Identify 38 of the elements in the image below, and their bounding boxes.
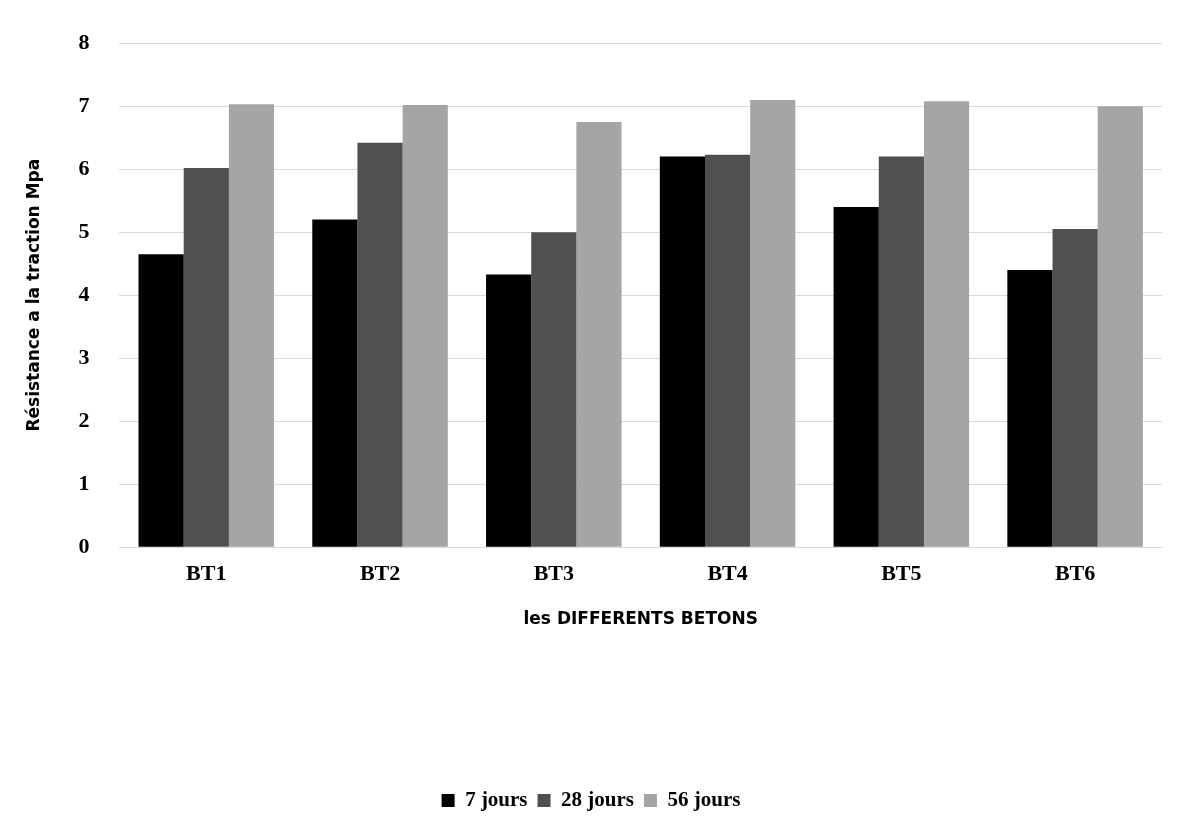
bar	[183, 167, 229, 547]
bar	[312, 219, 358, 547]
legend-label: 56 jours	[667, 786, 741, 811]
y-tick-label: 2	[78, 406, 90, 432]
bar	[833, 207, 879, 547]
y-tick-label: 7	[78, 91, 90, 117]
bar	[1097, 106, 1143, 547]
y-tick-label: 0	[78, 532, 90, 558]
y-tick-label: 1	[78, 469, 90, 495]
legend-label: 28 jours	[561, 786, 634, 811]
legend-label: 7 jours	[465, 786, 528, 811]
y-tick-label: 6	[78, 154, 90, 180]
y-axis-title: Résistance a la traction Mpa	[22, 158, 43, 432]
bar	[1052, 229, 1098, 547]
x-tick-label: BT1	[186, 560, 227, 586]
bar	[531, 232, 577, 547]
x-tick-label: BT6	[1054, 560, 1096, 586]
x-tick-label: BT5	[881, 560, 922, 586]
bar	[357, 142, 403, 547]
x-axis-title: les DIFFERENTS BETONS	[523, 608, 758, 629]
bar	[228, 104, 275, 547]
bar	[486, 274, 532, 547]
bar	[659, 156, 705, 547]
bar	[138, 254, 184, 547]
x-tick-label: BT3	[533, 560, 574, 586]
y-tick-label: 3	[78, 343, 90, 369]
x-tick-label: BT2	[359, 560, 401, 586]
x-tick-label: BT4	[707, 560, 748, 586]
y-tick-label: 5	[78, 217, 90, 243]
bar	[923, 101, 970, 547]
bar	[704, 154, 751, 547]
bar	[878, 156, 924, 547]
bar	[402, 104, 448, 547]
bar	[750, 99, 796, 547]
y-tick-label: 8	[78, 28, 90, 54]
y-tick-label: 4	[78, 280, 90, 306]
bar	[1007, 270, 1053, 547]
bar	[576, 121, 622, 547]
